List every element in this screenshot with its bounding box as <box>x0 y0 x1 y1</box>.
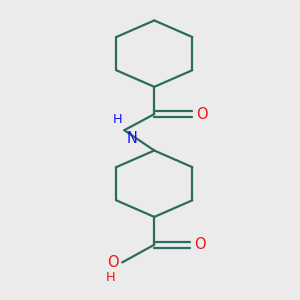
Text: H: H <box>112 113 122 126</box>
Text: O: O <box>196 106 208 122</box>
Text: O: O <box>194 237 206 252</box>
Text: N: N <box>126 131 137 146</box>
Text: O: O <box>107 255 119 270</box>
Text: H: H <box>106 271 115 284</box>
